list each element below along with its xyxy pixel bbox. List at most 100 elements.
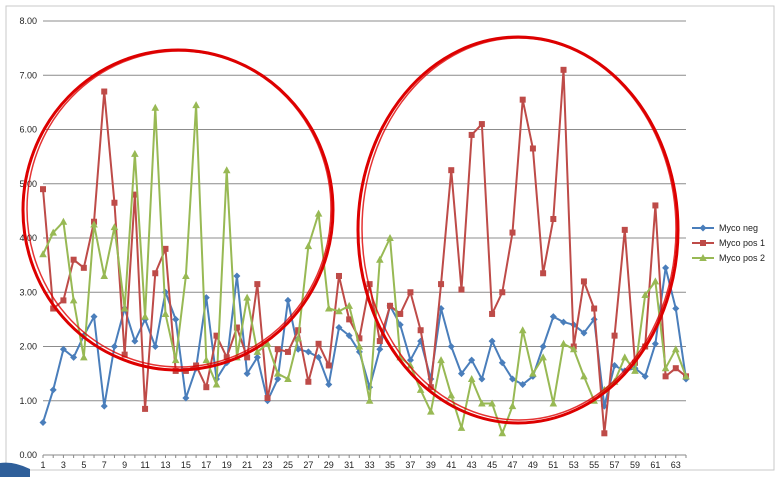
- legend-marker: [699, 254, 707, 261]
- data-point: [488, 337, 496, 345]
- data-point: [549, 313, 557, 321]
- data-point: [40, 186, 46, 193]
- data-point: [438, 281, 445, 288]
- data-point: [457, 370, 465, 378]
- x-tick-label: 27: [303, 460, 313, 470]
- data-point: [437, 356, 445, 364]
- x-tick-label: 55: [589, 460, 599, 470]
- data-point: [427, 407, 435, 415]
- data-point: [90, 313, 98, 321]
- legend: Myco neg Myco pos 1 Myco pos 2: [692, 223, 765, 263]
- data-point: [151, 103, 160, 111]
- data-point: [182, 271, 190, 279]
- data-point: [192, 101, 200, 109]
- data-point: [407, 289, 414, 296]
- data-point: [315, 353, 323, 361]
- data-point: [162, 245, 169, 252]
- data-point: [580, 329, 588, 337]
- data-point: [244, 354, 251, 361]
- data-point: [448, 167, 455, 174]
- data-point: [621, 226, 628, 233]
- data-point: [304, 242, 313, 250]
- data-point: [142, 405, 149, 412]
- x-tick-label: 41: [446, 460, 456, 470]
- data-point: [376, 255, 384, 263]
- data-point: [182, 394, 190, 402]
- data-point: [325, 362, 332, 369]
- data-point: [110, 343, 118, 350]
- data-point: [335, 324, 343, 332]
- x-tick-label: 13: [160, 460, 170, 470]
- data-point: [355, 342, 364, 350]
- data-point: [80, 264, 87, 271]
- data-point: [478, 399, 486, 407]
- data-point: [212, 380, 221, 388]
- data-point: [273, 369, 282, 377]
- data-point: [365, 396, 374, 404]
- data-point: [314, 209, 323, 217]
- data-point: [90, 220, 98, 228]
- y-tick-label: 3.00: [19, 287, 37, 297]
- legend-label: Myco pos 1: [719, 238, 765, 248]
- data-point: [254, 281, 261, 288]
- data-point: [397, 310, 404, 317]
- data-point: [671, 345, 680, 353]
- data-point: [110, 223, 119, 231]
- x-tick-label: 15: [181, 460, 191, 470]
- data-point: [202, 356, 211, 364]
- data-point: [131, 149, 139, 157]
- data-point: [131, 191, 138, 198]
- data-point: [324, 304, 333, 312]
- legend-entry: Myco neg: [692, 223, 758, 233]
- data-point: [519, 96, 526, 103]
- x-tick-label: 51: [548, 460, 558, 470]
- data-point: [508, 402, 517, 410]
- data-point: [315, 340, 322, 347]
- data-point: [601, 430, 608, 437]
- data-point: [80, 353, 88, 361]
- legend-marker: [699, 224, 707, 232]
- data-point: [498, 359, 506, 367]
- chart-frame: [5, 5, 775, 471]
- data-point: [468, 356, 476, 364]
- data-point: [672, 305, 680, 313]
- data-point: [508, 375, 516, 383]
- data-point: [539, 353, 547, 361]
- data-point: [274, 346, 281, 353]
- x-tick-label: 47: [507, 460, 517, 470]
- data-point: [70, 256, 77, 263]
- data-point: [243, 370, 251, 378]
- data-point: [416, 385, 425, 393]
- x-tick-label: 11: [140, 460, 149, 470]
- data-point: [50, 305, 57, 312]
- data-point: [499, 289, 506, 296]
- x-tick-label: 7: [102, 460, 107, 470]
- data-point: [387, 302, 394, 309]
- data-point: [468, 131, 475, 138]
- y-tick-label: 0.00: [19, 450, 37, 460]
- legend-marker: [700, 240, 706, 246]
- x-tick-label: 43: [467, 460, 477, 470]
- y-tick-label: 8.00: [19, 16, 37, 26]
- gridlines: [43, 20, 686, 456]
- data-point: [652, 202, 659, 209]
- data-point: [417, 327, 424, 334]
- data-point: [59, 217, 68, 225]
- data-point: [519, 380, 527, 388]
- data-point: [356, 335, 363, 342]
- annotations: [21, 35, 680, 425]
- data-point: [672, 365, 679, 372]
- data-point: [457, 423, 466, 431]
- data-point: [233, 272, 241, 280]
- data-point: [284, 348, 291, 355]
- y-tick-label: 4.00: [19, 233, 37, 243]
- data-point: [60, 297, 67, 304]
- data-point: [131, 337, 139, 345]
- data-point: [203, 384, 210, 391]
- data-point: [100, 402, 108, 410]
- x-tick-label: 23: [263, 460, 273, 470]
- annotation-circle: [356, 35, 680, 425]
- data-point: [550, 216, 557, 223]
- data-point: [171, 356, 180, 364]
- x-tick-label: 29: [324, 460, 334, 470]
